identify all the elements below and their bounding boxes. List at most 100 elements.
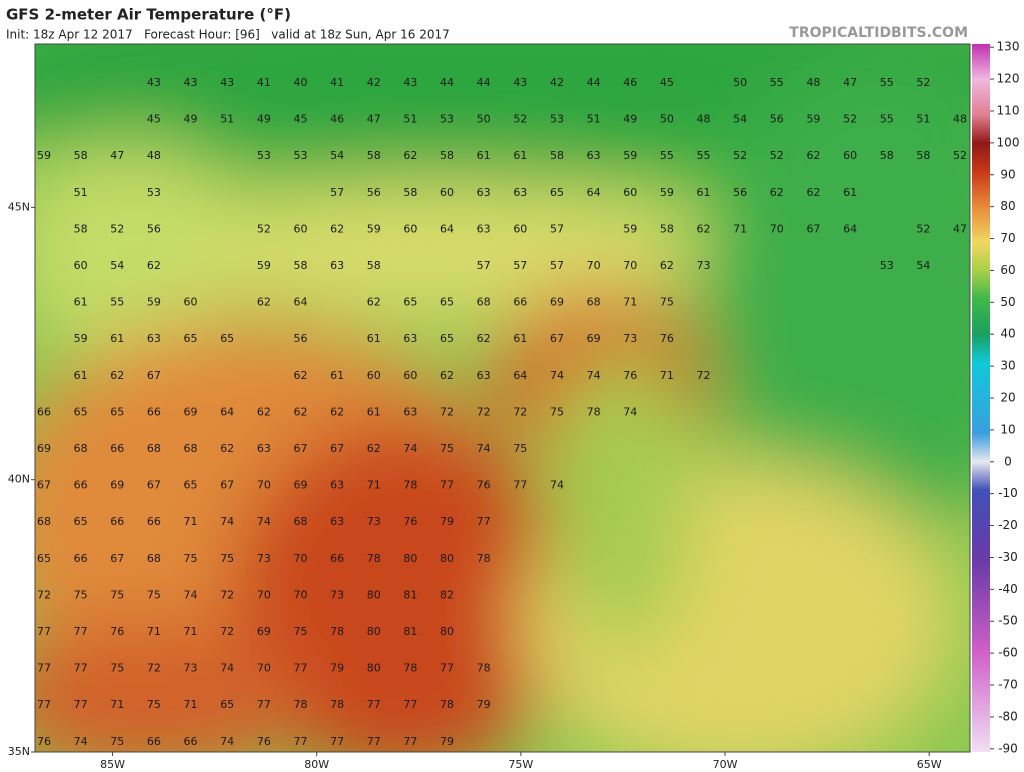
station-temp: 68 bbox=[74, 442, 88, 455]
station-temp: 55 bbox=[880, 76, 894, 89]
station-temp: 72 bbox=[440, 405, 454, 418]
station-temp: 68 bbox=[147, 552, 161, 565]
station-temp: 66 bbox=[37, 405, 51, 418]
station-temp: 62 bbox=[147, 259, 161, 272]
station-temp: 81 bbox=[403, 588, 417, 601]
station-temp: 63 bbox=[587, 149, 601, 162]
station-temp: 65 bbox=[440, 332, 454, 345]
lon-label: 85W bbox=[100, 758, 125, 771]
lon-label: 75W bbox=[508, 758, 533, 771]
station-temp: 62 bbox=[477, 332, 491, 345]
colorbar-label: 60 bbox=[1000, 263, 1015, 277]
station-temp: 46 bbox=[330, 113, 344, 126]
station-temp: 60 bbox=[440, 186, 454, 199]
station-temp: 47 bbox=[110, 149, 124, 162]
colorbar-label: 0 bbox=[1004, 454, 1012, 468]
station-temp: 78 bbox=[587, 405, 601, 418]
station-temp: 73 bbox=[330, 588, 344, 601]
station-temp: 77 bbox=[367, 735, 381, 748]
station-temp: 75 bbox=[110, 735, 124, 748]
station-temp: 65 bbox=[440, 296, 454, 309]
station-temp: 41 bbox=[257, 76, 271, 89]
station-temp: 62 bbox=[697, 222, 711, 235]
station-temp: 76 bbox=[37, 735, 51, 748]
colorbar-label: -80 bbox=[998, 709, 1018, 723]
station-temp: 57 bbox=[550, 222, 564, 235]
station-temp: 66 bbox=[110, 442, 124, 455]
station-temp: 64 bbox=[513, 369, 527, 382]
station-temp: 67 bbox=[330, 442, 344, 455]
station-temp: 72 bbox=[37, 588, 51, 601]
station-temp: 62 bbox=[367, 296, 381, 309]
colorbar-label: -50 bbox=[998, 614, 1018, 628]
station-temp: 63 bbox=[147, 332, 161, 345]
station-temp: 71 bbox=[184, 625, 198, 638]
station-temp: 43 bbox=[403, 76, 417, 89]
station-temp: 51 bbox=[587, 113, 601, 126]
station-temp: 65 bbox=[184, 332, 198, 345]
station-temp: 67 bbox=[37, 479, 51, 492]
station-temp: 67 bbox=[147, 479, 161, 492]
station-temp: 76 bbox=[110, 625, 124, 638]
station-temp: 56 bbox=[733, 186, 747, 199]
station-temp: 54 bbox=[733, 113, 747, 126]
station-temp: 78 bbox=[330, 698, 344, 711]
station-temp: 74 bbox=[184, 588, 198, 601]
station-temp: 62 bbox=[806, 149, 820, 162]
station-temp: 70 bbox=[770, 222, 784, 235]
station-temp: 76 bbox=[660, 332, 674, 345]
station-temp: 58 bbox=[74, 222, 88, 235]
station-temp: 78 bbox=[477, 662, 491, 675]
lon-label: 80W bbox=[304, 758, 329, 771]
station-temp: 68 bbox=[587, 296, 601, 309]
station-temp: 70 bbox=[623, 259, 637, 272]
station-temp: 79 bbox=[440, 735, 454, 748]
station-temp: 78 bbox=[330, 625, 344, 638]
station-temp: 42 bbox=[550, 76, 564, 89]
station-temp: 68 bbox=[477, 296, 491, 309]
station-temp: 58 bbox=[916, 149, 930, 162]
station-temp: 61 bbox=[513, 149, 527, 162]
colorbar-label: 50 bbox=[1000, 295, 1015, 309]
station-temp: 65 bbox=[403, 296, 417, 309]
station-temp: 58 bbox=[403, 186, 417, 199]
station-temp: 60 bbox=[403, 222, 417, 235]
station-temp: 66 bbox=[147, 405, 161, 418]
station-temp: 80 bbox=[367, 588, 381, 601]
colorbar-label: -60 bbox=[998, 646, 1018, 660]
station-temp: 56 bbox=[367, 186, 381, 199]
colorbar-label: -20 bbox=[998, 518, 1018, 532]
station-temp: 79 bbox=[477, 698, 491, 711]
station-temp: 69 bbox=[110, 479, 124, 492]
station-temp: 43 bbox=[220, 76, 234, 89]
station-temp: 80 bbox=[440, 552, 454, 565]
station-temp: 65 bbox=[74, 515, 88, 528]
station-temp: 78 bbox=[477, 552, 491, 565]
station-temp: 59 bbox=[147, 296, 161, 309]
station-temp: 62 bbox=[257, 296, 271, 309]
station-temp: 66 bbox=[74, 552, 88, 565]
station-temp: 77 bbox=[440, 662, 454, 675]
station-temp: 73 bbox=[623, 332, 637, 345]
station-temp: 72 bbox=[147, 662, 161, 675]
station-temp: 69 bbox=[550, 296, 564, 309]
station-temp: 77 bbox=[330, 735, 344, 748]
station-temp: 62 bbox=[770, 186, 784, 199]
station-temp: 63 bbox=[257, 442, 271, 455]
station-temp: 77 bbox=[293, 735, 307, 748]
station-temp: 47 bbox=[953, 222, 967, 235]
station-temp: 77 bbox=[403, 735, 417, 748]
station-temp: 60 bbox=[184, 296, 198, 309]
station-temp: 74 bbox=[220, 662, 234, 675]
station-temp: 61 bbox=[110, 332, 124, 345]
station-temp: 43 bbox=[147, 76, 161, 89]
station-temp: 58 bbox=[367, 149, 381, 162]
station-temp: 74 bbox=[220, 515, 234, 528]
station-temp: 75 bbox=[550, 405, 564, 418]
station-temp: 77 bbox=[440, 479, 454, 492]
colorbar-label: -40 bbox=[998, 582, 1018, 596]
colorbar-label: 110 bbox=[997, 103, 1020, 117]
station-temp: 69 bbox=[37, 442, 51, 455]
station-temp: 67 bbox=[110, 552, 124, 565]
station-temp: 64 bbox=[220, 405, 234, 418]
